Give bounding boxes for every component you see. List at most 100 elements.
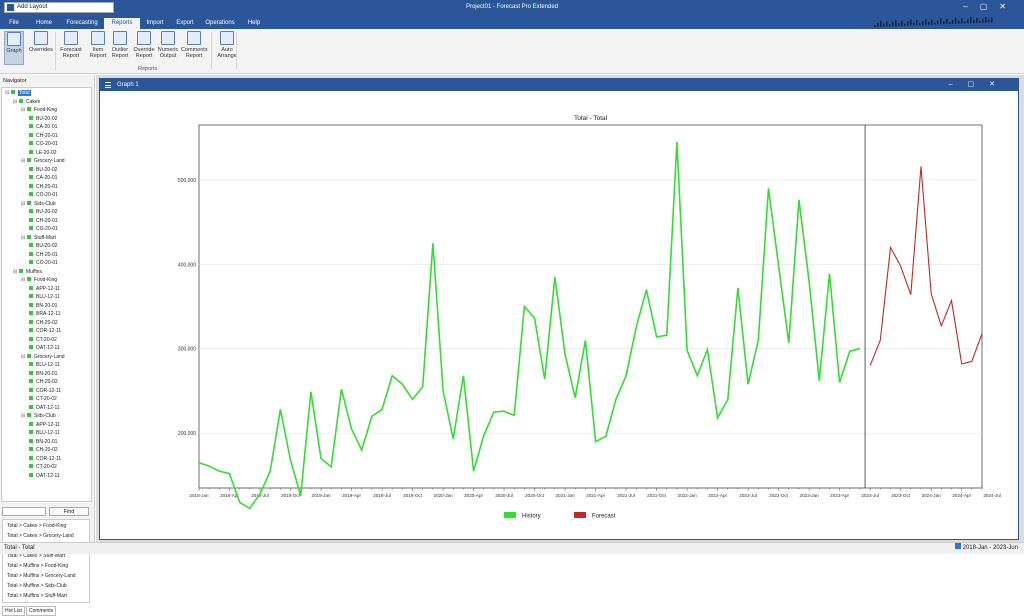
graph-button[interactable]: Graph — [4, 31, 24, 65]
sparkline-bar — [898, 23, 900, 26]
tree-item[interactable]: COR-12-11 — [29, 327, 61, 335]
tree-item[interactable]: CO-20-01 — [29, 140, 58, 148]
tree-item[interactable]: ⊟Food-King — [21, 276, 57, 284]
tree-item[interactable]: CH-20-01 — [29, 217, 58, 225]
tree-item[interactable]: LE-20-02 — [29, 149, 57, 157]
tree-item[interactable]: ⊟Food-King — [21, 106, 57, 114]
tree-item[interactable]: CT-20-02 — [29, 463, 57, 471]
tree-item[interactable]: ⊟Total — [5, 89, 31, 97]
tree-item[interactable]: CO-20-01 — [29, 225, 58, 233]
tree-item[interactable]: CO-20-01 — [29, 191, 58, 199]
tree-item[interactable]: CH-20-01 — [29, 251, 58, 259]
tree-item[interactable]: ⊟Sids-Club — [21, 200, 56, 208]
tree-item[interactable]: BU-20-02 — [29, 208, 57, 216]
status-date-range: 2018-Jan - 2023-Jun — [955, 543, 1018, 554]
tree-item[interactable]: CH-20-02 — [29, 446, 58, 454]
tree-item[interactable]: CA-20-01 — [29, 174, 57, 182]
tree-item[interactable]: APP-12-11 — [29, 285, 60, 293]
graph-window-controls[interactable]: –▢✕ — [949, 79, 1010, 91]
hot-list-item[interactable]: Total > Muffins > Sids-Club — [7, 583, 67, 589]
hot-list-item[interactable]: Total > Cakes > Grocery-Land — [7, 533, 74, 539]
ribbon-button-label: Graph — [5, 48, 23, 54]
item-status-icon — [29, 286, 33, 290]
tree-item[interactable]: BN-20-01 — [29, 438, 57, 446]
tree-item[interactable]: CH-20-02 — [29, 319, 58, 327]
tree-item[interactable]: ⊟Muffins — [13, 268, 42, 276]
hot-list-item[interactable]: Total > Cakes > Food-King — [7, 523, 66, 529]
find-button[interactable]: Find — [49, 507, 89, 516]
window-menu-icon[interactable] — [105, 82, 111, 88]
sparkline-bar — [928, 22, 930, 25]
tree-item[interactable]: ⊟Cakes — [13, 98, 40, 106]
tree-item-label: BLU-12-11 — [36, 294, 60, 300]
tree-item[interactable]: BU-20-02 — [29, 242, 57, 250]
tree-item-label: CA-20-01 — [36, 124, 57, 130]
tree-item[interactable]: BU-20-02 — [29, 166, 57, 174]
tab-home[interactable]: Home — [28, 18, 60, 29]
graph-window-title-bar[interactable]: Graph 1 –▢✕ — [100, 79, 1018, 91]
tree-item[interactable]: COR-12-11 — [29, 455, 61, 463]
tree-item-label: Grocery-Land — [34, 354, 65, 360]
tree-item[interactable]: CO-20-01 — [29, 259, 58, 267]
tree-item[interactable]: BLU-12-11 — [29, 429, 60, 437]
ribbon-group-label: Reports — [138, 66, 157, 72]
tab-forecasting[interactable]: Forecasting — [60, 18, 104, 29]
tree-item[interactable]: CH-20-02 — [29, 378, 58, 386]
tree-item[interactable]: OAT-12-11 — [29, 472, 60, 480]
tree-item[interactable]: BLU-12-11 — [29, 361, 60, 369]
x-tick-label: 2021-Apr — [586, 493, 605, 498]
ribbon-button-sublabel: Report — [133, 53, 155, 59]
tree-item[interactable]: COR-12-11 — [29, 387, 61, 395]
tree-item[interactable]: CT-20-02 — [29, 336, 57, 344]
x-tick-label: 2020-Oct — [525, 493, 545, 498]
tree-item[interactable]: ⊟Stuff-Mart — [21, 234, 56, 242]
tree-item[interactable]: BLU-12-11 — [29, 293, 60, 301]
sparkline-bar — [907, 22, 909, 26]
tree-item[interactable]: CH-20-01 — [29, 183, 58, 191]
tree-item[interactable]: CT-20-02 — [29, 395, 57, 403]
tab-file[interactable]: File — [0, 18, 28, 29]
sparkline-bar — [982, 19, 984, 23]
bottom-tab-hot-list[interactable]: Hot List — [2, 606, 25, 616]
tree-item[interactable]: OAT-12-11 — [29, 344, 60, 352]
sparkline-bar — [895, 20, 897, 26]
overrides-button[interactable]: Overrides — [28, 31, 54, 65]
tab-import[interactable]: Import — [140, 18, 170, 29]
tab-operations[interactable]: Operations — [198, 18, 242, 29]
tree-item[interactable]: ⊟Grocery-Land — [21, 353, 65, 361]
tree-item[interactable]: BRA-12-11 — [29, 310, 60, 318]
tree-item[interactable]: ⊟Sids-Club — [21, 412, 56, 420]
hot-list-item[interactable]: Total > Muffins > Stuff-Mart — [7, 593, 67, 599]
item-status-icon — [29, 184, 33, 188]
hot-list-item[interactable]: Total > Muffins > Grocery-Land — [7, 573, 76, 579]
tab-export[interactable]: Export — [170, 18, 200, 29]
tree-item-label: OAT-12-11 — [36, 473, 60, 479]
find-input[interactable] — [2, 507, 46, 516]
tree-item[interactable]: ⊟Grocery-Land — [21, 157, 65, 165]
item-report-icon — [91, 31, 105, 45]
hot-list-item[interactable]: Total > Muffins > Food-King — [7, 563, 68, 569]
tab-reports[interactable]: Reports — [104, 18, 140, 29]
tree-item[interactable]: APP-12-11 — [29, 421, 60, 429]
tab-help[interactable]: Help — [240, 18, 268, 29]
window-controls[interactable]: –▢✕ — [963, 2, 1018, 11]
x-tick-label: 2022-Jan — [678, 493, 698, 498]
item-status-icon — [29, 218, 33, 222]
tree-item-label: BN-20-01 — [36, 371, 57, 377]
tree-item[interactable]: BU-20-02 — [29, 115, 57, 123]
ribbon-button-sublabel: Report — [88, 53, 108, 59]
tree-item[interactable]: OAT-12-11 — [29, 404, 60, 412]
tree-item[interactable]: CA-20-01 — [29, 123, 57, 131]
tree-item[interactable]: BN-20-01 — [29, 302, 57, 310]
tree-item[interactable]: BN-20-01 — [29, 370, 57, 378]
bottom-tab-comments[interactable]: Comments — [26, 606, 56, 616]
tree-item[interactable]: CH-20-01 — [29, 132, 58, 140]
